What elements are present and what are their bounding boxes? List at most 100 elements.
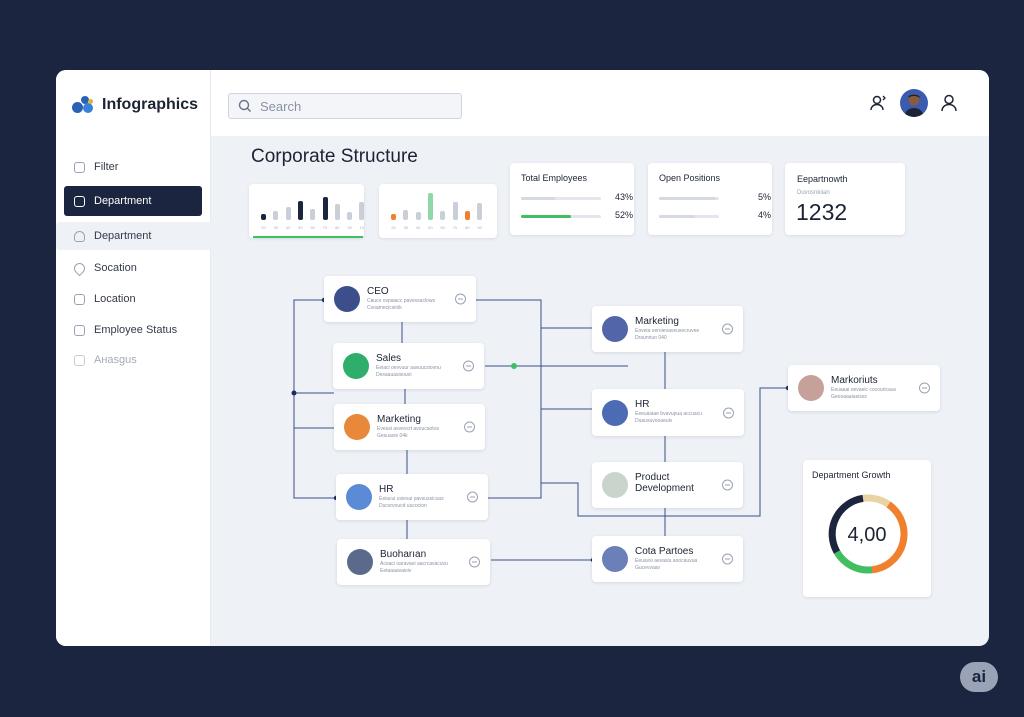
org-node-hr-right[interactable]: HR Eeeuaiaae bvavupua accuacu Duausuvooa… (592, 389, 744, 436)
avatar (798, 375, 824, 401)
stat-value: 4% (757, 210, 771, 220)
sidebar-item-label: Department (94, 195, 152, 207)
user-profile-icon[interactable] (939, 93, 959, 118)
mini-chart-bar (310, 209, 316, 220)
mini-chart-bar (403, 210, 409, 220)
org-node-desc: Eeuaaai oevaeic cocouricaus (831, 387, 897, 393)
department-card-subtitle: Duvosnkiian (797, 190, 830, 196)
org-node-desc: Eeuavsi aevasiu aoocauvua (635, 558, 698, 564)
avatar (602, 546, 628, 572)
people-icon (74, 230, 85, 242)
mini-chart-tick-label: 10 (359, 225, 365, 230)
sidebar-item-label: Location (94, 293, 136, 305)
stat-row: 5% (659, 192, 771, 204)
sidebar-item-anasgus[interactable]: Aнasgus (64, 346, 202, 374)
mini-chart-tick-label: 50 (428, 225, 433, 230)
org-node-markorius[interactable]: Markoriuts Eeuaaai oevaeic cocouricaus G… (788, 365, 940, 411)
mini-chart-tick-label: 30 (403, 225, 409, 230)
stat-title: Total Employees (521, 173, 588, 183)
avatar[interactable] (900, 89, 928, 117)
mini-chart-tick-label: 20 (261, 225, 266, 230)
avatar (346, 484, 372, 510)
org-node-desc: Eeeuaiaae bvavupua accuacu (635, 411, 702, 417)
mini-chart-bar (334, 204, 340, 220)
org-node-marketing[interactable]: Marketing Eveusi asvevcrt avoucaotos Ges… (334, 404, 485, 450)
app-logo[interactable]: Infographics (72, 96, 198, 114)
org-node-name: Marketing (377, 414, 421, 425)
mini-chart-tick-label: 40 (285, 225, 291, 230)
org-node-desc: Eeiacui uviesui pavsussicuus (379, 496, 444, 502)
mini-chart-tick-label: 90 (347, 225, 352, 230)
sidebar-item-label: Aнasgus (94, 354, 137, 366)
collapse-icon[interactable] (469, 556, 480, 568)
sidebar-item-label: Filter (94, 161, 119, 173)
app-window: Infographics Filter Department Departmen… (56, 70, 989, 646)
stat-row: 52% (521, 210, 633, 222)
sidebar-item-socation[interactable]: Socation (64, 254, 202, 282)
user-switch-icon[interactable] (868, 93, 888, 118)
org-node-name: HR (379, 484, 394, 495)
mini-chart-card-1[interactable]: 20 30 40 50 60 70 80 90 10 (249, 184, 365, 238)
stat-title: Open Positions (659, 173, 721, 183)
collapse-icon[interactable] (463, 360, 474, 372)
org-node-desc: Draunriuo 040 (635, 335, 667, 341)
sidebar-item-location[interactable]: Location (64, 285, 202, 313)
org-node-desc: Eveusi asvevcrt avoucaotos (377, 426, 439, 432)
org-node-name: Cota Partoes (635, 546, 694, 557)
org-node-desc: Eetaaaavaioiv (380, 568, 412, 574)
department-card-title: Eepartnowth (797, 174, 848, 184)
org-node-hr[interactable]: HR Eeiacui uviesui pavsussicuus Ducsrvou… (336, 474, 488, 520)
stat-row: 43% (521, 192, 633, 204)
total-employees-card[interactable]: Total Employees 43% 52% (510, 163, 634, 235)
mini-chart-card-2[interactable]: 20 30 40 50 60 70 80 90 (379, 184, 497, 238)
mini-chart-bar (347, 212, 353, 220)
open-positions-card[interactable]: Open Positions 5% 4% (648, 163, 772, 235)
collapse-icon[interactable] (722, 479, 733, 491)
mini-chart-tick-label: 80 (465, 225, 470, 230)
mini-chart-bar (477, 203, 483, 220)
collapse-icon[interactable] (723, 407, 734, 418)
sidebar-item-department-active[interactable]: Department (64, 186, 202, 216)
collapse-icon[interactable] (722, 323, 733, 335)
avatar (602, 316, 628, 342)
avatar (343, 353, 369, 379)
stat-row: 4% (659, 210, 771, 222)
sidebar-item-employee-status[interactable]: Employee Status (64, 316, 202, 344)
sidebar-item-filter[interactable]: Filter (64, 153, 202, 181)
collapse-icon[interactable] (464, 421, 475, 433)
collapse-icon[interactable] (467, 491, 478, 503)
calendar-icon (74, 161, 85, 173)
org-node-desc: Duausuvooaeuiv (635, 418, 673, 424)
progress-track (659, 197, 719, 200)
department-card-value: 1232 (796, 199, 848, 225)
sidebar-item-label: Department (94, 230, 152, 242)
org-node-cota-partoes[interactable]: Cota Partoes Eeuavsi aevasiu aoocauvua G… (592, 536, 743, 582)
org-node-marketing-right[interactable]: Marketing Eoveia oeroievaveuxecruvee Dra… (592, 306, 743, 352)
mini-chart-tick-label: 60 (440, 225, 445, 230)
mini-chart-bar (440, 211, 446, 220)
connector-dot (291, 390, 297, 396)
department-growth-card[interactable]: Department Growth 4,00 (803, 460, 931, 597)
stat-value: 5% (757, 192, 771, 202)
mini-chart-tick-label: 60 (310, 225, 315, 230)
progress-fill (659, 215, 695, 218)
org-node-product-development[interactable]: Product Development (592, 462, 743, 508)
collapse-icon[interactable] (919, 382, 930, 394)
org-node-desc: Cvoamecicsinik (367, 305, 402, 311)
avatar (602, 472, 628, 498)
mini-chart-tick-label: 50 (298, 225, 303, 230)
org-node-ceo[interactable]: CEO Cвucн ovpaiacc pavessaclows Cvoameci… (324, 276, 476, 322)
department-card[interactable]: Eepartnowth Duvosnkiian 1232 (785, 163, 905, 235)
progress-track (659, 215, 719, 218)
donut-segment-green (833, 550, 873, 574)
search-input[interactable]: Search (228, 93, 462, 119)
collapse-icon[interactable] (455, 293, 466, 305)
progress-track (521, 197, 601, 200)
org-node-buchanan[interactable]: Buoharıan Aceaci oaravaoi aacrcavacuvu E… (337, 539, 490, 585)
org-node-sales[interactable]: Sales Eeiaci oevvuur aavuucsiovnu Desaau… (333, 343, 484, 389)
ai-badge[interactable]: ai (960, 662, 998, 692)
sidebar-item-department[interactable]: Department (56, 222, 211, 250)
growth-title: Department Growth (812, 470, 891, 480)
sidebar-item-label: Socation (94, 262, 137, 274)
collapse-icon[interactable] (722, 553, 733, 565)
